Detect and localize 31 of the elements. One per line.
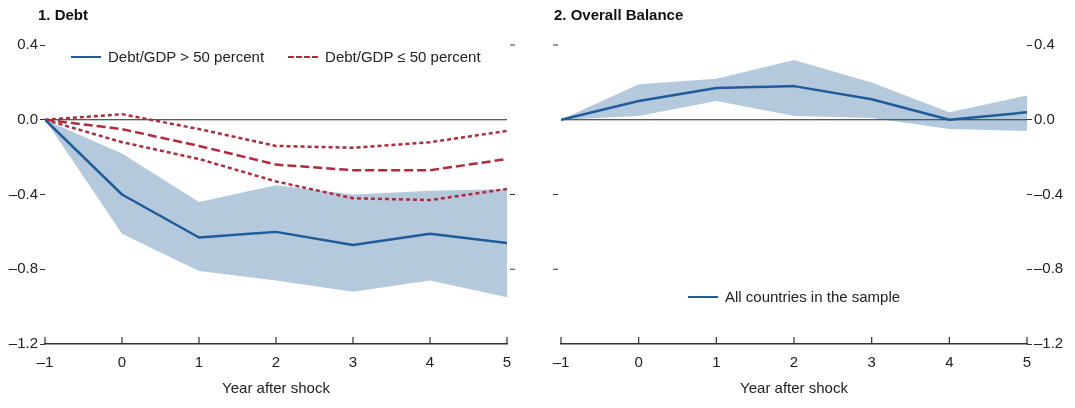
- x-axis-title: Year after shock: [740, 379, 849, 397]
- y2-tick-label: –0.4: [1034, 184, 1064, 202]
- x-tick-label: –1: [552, 353, 570, 371]
- chart-title: 1. Debt: [38, 6, 89, 23]
- x-tick-label: 3: [867, 353, 876, 371]
- y-tick-label: –0.4: [8, 184, 38, 202]
- legend-label: All countries in the sample: [725, 288, 901, 305]
- y2-tick-label: –0.8: [1034, 259, 1064, 277]
- y-tick-label: 0.4: [17, 35, 38, 53]
- x-axis-title: Year after shock: [222, 379, 331, 397]
- y-tick-label: 0.0: [17, 109, 38, 127]
- x-tick-label: 5: [502, 353, 512, 371]
- y-tick-label: –1.2: [8, 334, 38, 352]
- x-tick-label: –1: [36, 353, 54, 371]
- y2-tick-label: 0.0: [1034, 109, 1055, 127]
- x-tick-label: 0: [117, 353, 127, 371]
- y2-tick-label: 0.4: [1034, 35, 1055, 53]
- x-tick-label: 2: [789, 353, 799, 371]
- y-tick-label: –0.8: [8, 259, 38, 277]
- x-tick-label: 5: [1022, 353, 1032, 371]
- chart-title: 2. Overall Balance: [554, 6, 684, 23]
- x-tick-label: 1: [712, 353, 721, 371]
- legend-label: Debt/GDP ≤ 50 percent: [325, 48, 481, 65]
- x-tick-label: 4: [945, 353, 954, 371]
- x-tick-label: 4: [425, 353, 435, 371]
- x-tick-label: 3: [348, 353, 358, 371]
- legend-label: Debt/GDP > 50 percent: [108, 48, 265, 65]
- x-tick-label: 2: [271, 353, 281, 371]
- y2-tick-label: –1.2: [1034, 334, 1064, 352]
- x-tick-label: 1: [194, 353, 204, 371]
- x-tick-label: 0: [634, 353, 643, 371]
